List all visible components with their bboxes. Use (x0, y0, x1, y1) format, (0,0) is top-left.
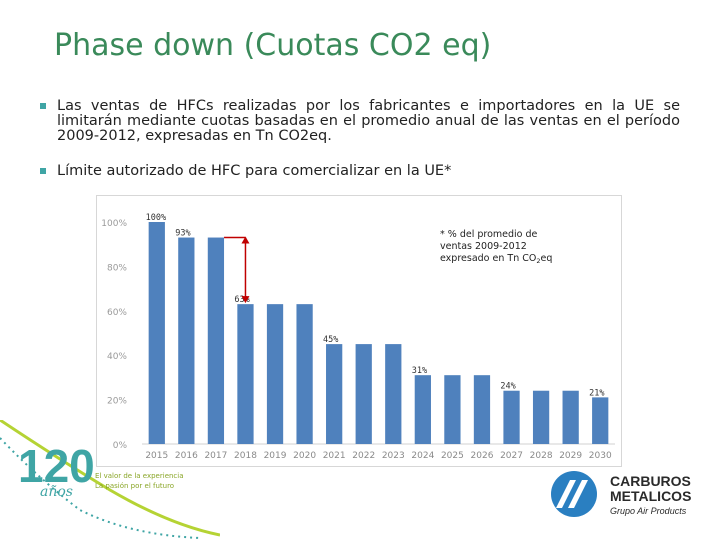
anniversary-number: 120 (18, 440, 95, 492)
y-tick-label: 20% (107, 397, 127, 407)
bar-2015 (148, 222, 165, 444)
y-tick-label: 80% (107, 263, 127, 273)
x-tick-label: 2015 (145, 451, 168, 461)
tagline-line-1: El valor de la experiencia (95, 472, 184, 480)
x-tick-label: 2029 (559, 451, 582, 461)
company-logo-mark (551, 471, 597, 517)
x-tick-label: 2030 (589, 451, 612, 461)
company-group: Grupo Air Products (610, 506, 687, 516)
bar-2019 (266, 304, 284, 444)
bar-2018 (237, 304, 254, 444)
bar-2022 (355, 344, 372, 444)
tagline-line-2: La pasión por el futuro (95, 482, 174, 490)
x-tick-label: 2017 (204, 451, 227, 461)
x-tick-label: 2019 (264, 451, 287, 461)
x-tick-label: 2023 (382, 451, 405, 461)
reduction-arrow-tail (241, 236, 250, 244)
x-tick-label: 2027 (500, 451, 523, 461)
bar-2027 (503, 390, 520, 444)
bar-2025 (444, 375, 461, 444)
bar-2030 (592, 397, 609, 444)
x-tick-label: 2018 (234, 451, 257, 461)
y-tick-label: 0% (113, 441, 128, 451)
company-name-line-2: METALICOS (610, 488, 691, 504)
x-tick-label: 2016 (175, 451, 198, 461)
company-name-line-1: CARBUROS (610, 473, 691, 489)
data-label: 100% (146, 213, 166, 223)
chart-note-line-3: expresado en Tn CO2eq (440, 253, 552, 265)
data-label: 93% (175, 229, 190, 239)
data-label: 63% (234, 295, 249, 305)
bar-2029 (562, 390, 579, 444)
decorative-swoosh (0, 420, 220, 537)
company-logo: CARBUROS METALICOS Grupo Air Products (551, 471, 691, 517)
slide-title: Phase down (Cuotas CO2 eq) (54, 28, 492, 63)
x-tick-label: 2022 (352, 451, 375, 461)
anniversary-logo: 120 años El valor de la experiencia La p… (0, 420, 220, 539)
reduction-arrow-head (241, 296, 250, 304)
bullet-quota-explanation: Las ventas de HFCs realizadas por los fa… (40, 99, 680, 147)
x-tick-label: 2024 (411, 451, 434, 461)
bar-2024 (414, 375, 431, 444)
chart-canvas: 0% 20% 40% 60% 80% 100% 2015 2016 2017 2018 2019 20… (101, 213, 615, 461)
anniversary-anos: años (40, 484, 73, 500)
company-logo-stripe (568, 480, 588, 508)
bullet-limit: Límite autorizado de HFC para comerciali… (40, 164, 680, 182)
bar-2017 (207, 237, 225, 444)
bar-2020 (296, 304, 313, 444)
x-tick-label: 2026 (471, 451, 494, 461)
data-label: 31% (412, 366, 427, 376)
chart-note-subscript: 2 (536, 257, 540, 265)
data-label: 45% (323, 335, 338, 345)
bar-2026 (473, 375, 491, 444)
x-tick-label: 2021 (323, 451, 346, 461)
x-tick-label: 2020 (293, 451, 316, 461)
bullet-text: Límite autorizado de HFC para comerciali… (57, 163, 452, 179)
chart-note-line-2: ventas 2009-2012 (440, 241, 527, 252)
data-label: 21% (589, 388, 604, 398)
x-tick-label: 2025 (441, 451, 464, 461)
chart-note-line-1: * % del promedio de (440, 229, 538, 240)
y-tick-label: 60% (107, 308, 127, 318)
x-tick-label: 2028 (530, 451, 553, 461)
bullet-marker (40, 103, 46, 109)
bar-2021 (326, 344, 343, 444)
bullet-text: Las ventas de HFCs realizadas por los fa… (57, 98, 680, 144)
bar-2016 (178, 237, 195, 444)
decorative-dots (0, 437, 201, 539)
hfc-phase-down-chart: 0% 20% 40% 60% 80% 100% 2015 2016 2017 2018 2019 20… (96, 195, 622, 467)
y-tick-label: 100% (101, 219, 127, 229)
bar-2028 (532, 390, 550, 444)
company-logo-stripe (556, 480, 576, 508)
data-label: 24% (500, 382, 515, 392)
chart-note-suffix: eq (541, 253, 553, 264)
bar-2023 (385, 344, 402, 444)
bullet-marker (40, 168, 46, 174)
y-tick-label: 40% (107, 352, 127, 362)
